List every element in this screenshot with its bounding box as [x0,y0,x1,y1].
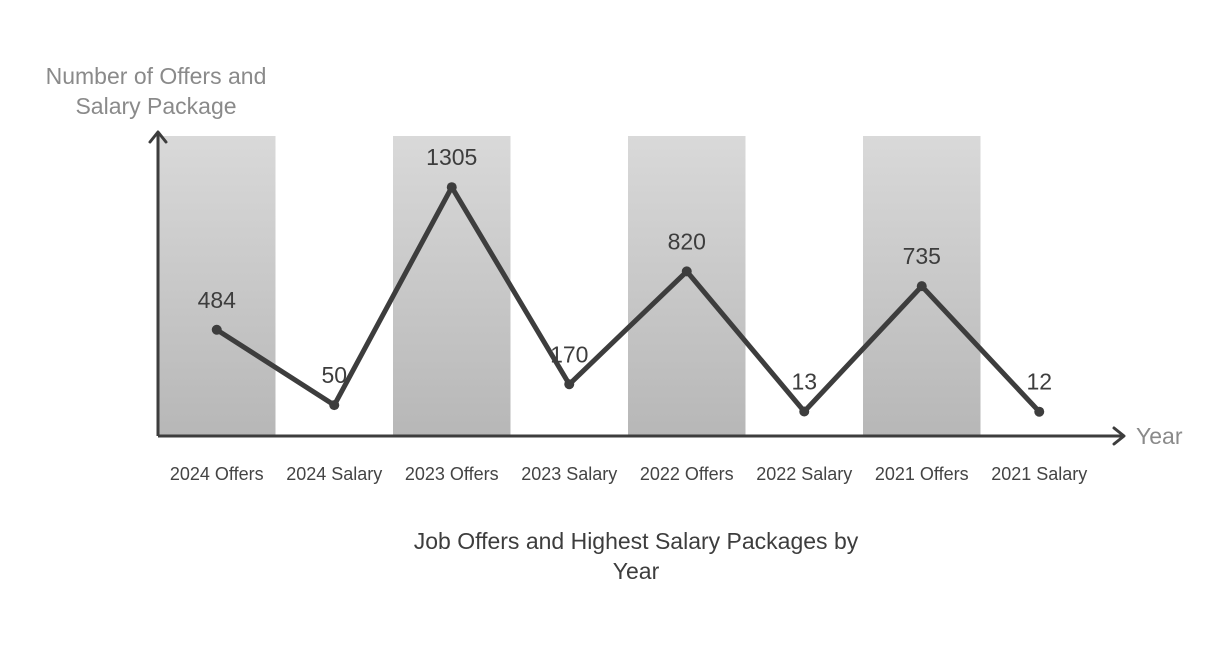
data-label: 1305 [426,144,477,170]
category-label: 2021 Salary [991,464,1087,484]
category-label: 2023 Offers [405,464,499,484]
data-label: 484 [198,287,237,313]
data-label: 170 [550,341,588,367]
category-band [628,136,746,436]
value-labels: 484 50 1305 170 820 13 735 12 [198,144,1052,394]
chart-title-line-2: Year [613,558,660,584]
category-bands [158,136,981,436]
x-axis-label: Year [1136,423,1183,449]
category-labels: 2024 Offers 2024 Salary 2023 Offers 2023 Sa… [170,464,1087,484]
data-point [446,182,457,193]
data-label: 12 [1026,369,1052,395]
category-label: 2024 Offers [170,464,264,484]
data-point [916,281,927,292]
category-label: 2023 Salary [521,464,617,484]
data-label: 50 [321,362,347,388]
y-axis-arrow-icon [148,130,168,144]
chart-title: Job Offers and Highest Salary Packages b… [414,528,859,554]
category-band [393,136,511,436]
data-point [564,379,575,390]
axes [148,130,1126,446]
data-point [681,266,692,277]
y-axis-label-line-2: Salary Package [75,93,236,119]
category-band [158,136,276,436]
series-line [214,184,1042,415]
category-label: 2022 Offers [640,464,734,484]
category-label: 2021 Offers [875,464,969,484]
x-axis-arrow-icon [1112,426,1126,446]
y-axis-label: Number of Offers and [46,63,267,89]
data-point [329,400,340,411]
data-points [211,182,1045,417]
data-point [211,324,222,335]
category-label: 2022 Salary [756,464,852,484]
category-label: 2024 Salary [286,464,382,484]
data-point [1034,406,1045,417]
data-point [799,406,810,417]
data-label: 13 [791,369,817,395]
data-label: 735 [903,243,941,269]
data-label: 820 [668,228,706,254]
